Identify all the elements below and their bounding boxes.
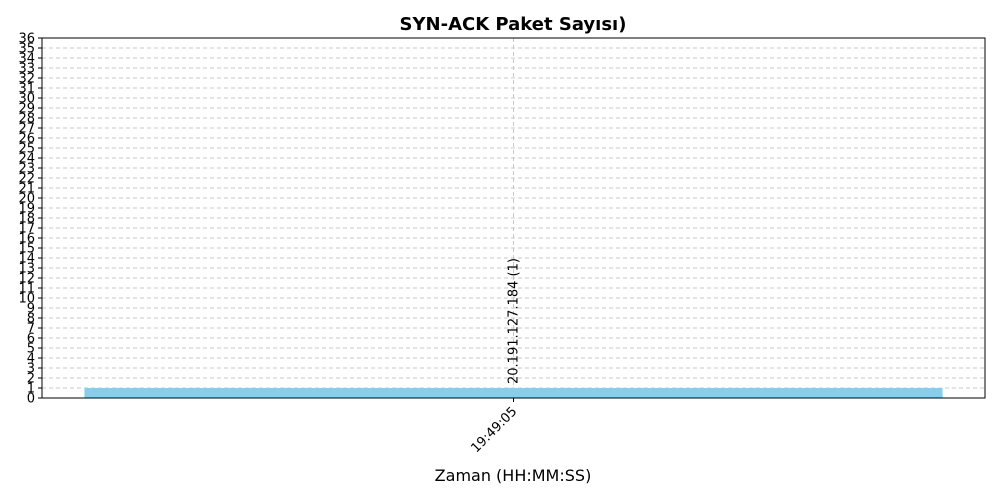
- y-tick-label: 0: [27, 392, 35, 407]
- y-tick-label: 7: [27, 322, 35, 337]
- y-tick-label: 18: [18, 212, 35, 227]
- y-tick-label: 10: [18, 292, 35, 307]
- y-tick-label: 24: [18, 152, 35, 167]
- y-tick-label: 8: [27, 312, 35, 327]
- chart-title: SYN-ACK Paket Sayısı): [400, 14, 627, 35]
- y-tick-label: 6: [27, 332, 35, 347]
- y-tick-label: 19: [18, 202, 35, 217]
- y-tick-label: 9: [27, 302, 35, 317]
- y-tick-label: 20: [18, 192, 35, 207]
- y-tick-label: 17: [18, 222, 35, 237]
- y-tick-label: 29: [18, 102, 35, 117]
- y-tick-label: 13: [18, 262, 35, 277]
- y-tick-label: 23: [18, 162, 35, 177]
- y-tick-label: 5: [27, 342, 35, 357]
- y-tick-label: 34: [18, 52, 35, 67]
- y-tick-label: 14: [18, 252, 35, 267]
- y-tick-label: 25: [18, 142, 35, 157]
- y-tick-label: 28: [18, 112, 35, 127]
- y-tick-label: 35: [18, 42, 35, 57]
- x-tick-label: 19:49:05: [468, 404, 520, 456]
- y-tick-label: 33: [18, 62, 35, 77]
- y-tick-label: 15: [18, 242, 35, 257]
- bar-layer: 20.191.127.184 (1): [84, 258, 943, 398]
- y-tick-label: 30: [18, 92, 35, 107]
- y-tick-label: 26: [18, 132, 35, 147]
- y-tick-label: 11: [18, 282, 35, 297]
- y-tick-label: 4: [27, 352, 35, 367]
- x-axis-label: Zaman (HH:MM:SS): [435, 466, 592, 485]
- y-tick-label: 36: [18, 32, 35, 47]
- y-tick-label: 12: [18, 272, 35, 287]
- y-tick-label: 21: [18, 182, 35, 197]
- bar: [84, 388, 943, 398]
- y-tick-label: 22: [18, 172, 35, 187]
- y-tick-label: 31: [18, 82, 35, 97]
- y-tick-label: 27: [18, 122, 35, 137]
- grid-layer: [42, 37, 985, 399]
- y-tick-label: 2: [27, 372, 35, 387]
- y-tick-label: 16: [18, 232, 35, 247]
- bar-data-label: 20.191.127.184 (1): [507, 258, 522, 384]
- y-tick-label: 32: [18, 72, 35, 87]
- y-tick-label: 1: [27, 382, 35, 397]
- y-tick-label: 3: [27, 362, 35, 377]
